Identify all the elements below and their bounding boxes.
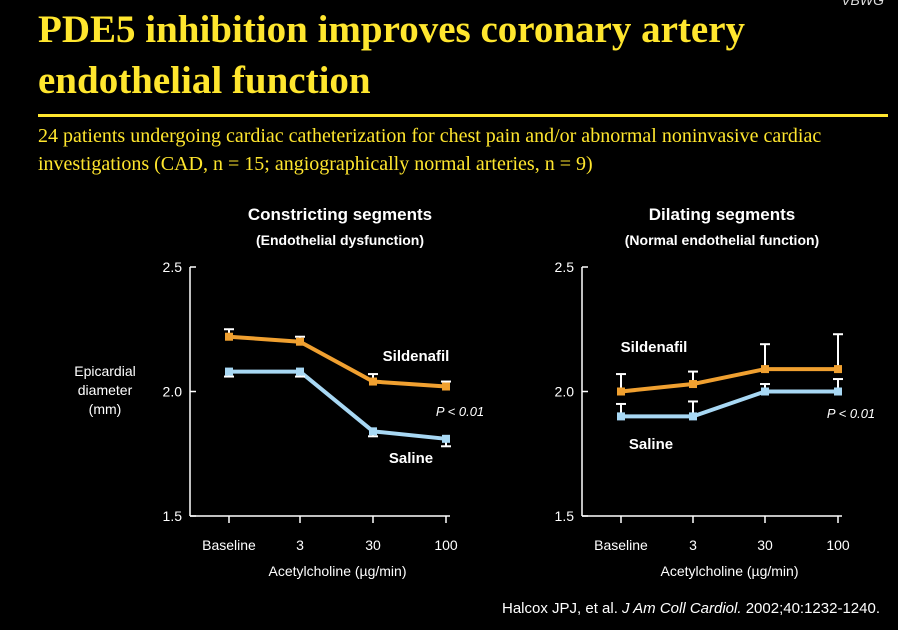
series-label: Saline <box>629 436 673 453</box>
x-tick-label: Baseline <box>594 537 648 553</box>
data-point <box>442 382 450 391</box>
title-divider <box>38 114 888 117</box>
chart-subtitle: (Normal endothelial function) <box>625 232 819 248</box>
chart-title: Constricting segments <box>248 205 432 224</box>
x-tick-label: 3 <box>296 537 304 553</box>
p-value-label: P < 0.01 <box>827 406 875 421</box>
data-point <box>296 367 304 376</box>
p-value-label: P < 0.01 <box>436 404 484 419</box>
series-sildenafil: Sildenafil <box>224 328 451 391</box>
y-tick-label: 2.0 <box>555 384 575 400</box>
data-point <box>617 412 625 421</box>
y-axis-label: Epicardial diameter (mm) <box>74 363 135 417</box>
series-label: Saline <box>389 450 433 467</box>
series-saline: Saline <box>224 367 451 467</box>
slide-subtitle: 24 patients undergoing cardiac catheteri… <box>38 125 822 175</box>
x-tick-label: 100 <box>434 537 458 553</box>
x-tick-label: Baseline <box>202 537 256 553</box>
x-tick-label: 30 <box>757 537 773 553</box>
x-tick-label: 100 <box>826 537 850 553</box>
series-sildenafil: Sildenafil <box>616 333 843 396</box>
data-point <box>369 427 377 436</box>
data-point <box>369 377 377 386</box>
series-label: Sildenafil <box>621 339 688 356</box>
data-point <box>761 365 769 374</box>
corner-logo-text: VBWG <box>841 0 884 8</box>
series-line-sildenafil <box>620 367 838 394</box>
data-point <box>689 412 697 421</box>
series-line-saline <box>229 369 447 441</box>
data-point <box>617 387 625 396</box>
data-point <box>834 387 842 396</box>
chart-subtitle: (Endothelial dysfunction) <box>256 232 424 248</box>
y-tick-label: 1.5 <box>555 508 575 524</box>
chart-dilating-segments: Dilating segments (Normal endothelial fun… <box>555 205 876 579</box>
citation-journal: J Am Coll Cardiol. <box>622 600 742 617</box>
data-point <box>442 434 450 443</box>
x-axis-label: Acetylcholine (µg/min) <box>660 563 798 579</box>
chart-title: Dilating segments <box>649 205 795 224</box>
series-line-sildenafil <box>228 334 447 389</box>
x-tick-label: 3 <box>689 537 697 553</box>
citation: Halcox JPJ, et al. J Am Coll Cardiol. 20… <box>502 600 880 617</box>
chart-constricting-segments: Constricting segments (Endothelial dysfun… <box>74 205 484 579</box>
y-tick-label: 2.0 <box>163 384 183 400</box>
data-point <box>296 337 304 346</box>
data-point <box>225 367 233 376</box>
data-point <box>689 380 697 389</box>
series-saline: Saline <box>616 378 843 453</box>
citation-authors: Halcox JPJ, et al. <box>502 600 623 617</box>
y-tick-label: 1.5 <box>163 508 183 524</box>
data-point <box>761 387 769 396</box>
series-line-saline <box>621 389 838 419</box>
x-axis-label: Acetylcholine (µg/min) <box>268 563 406 579</box>
data-point <box>225 332 233 341</box>
x-tick-label: 30 <box>365 537 381 553</box>
slide-title: PDE5 inhibition improves coronary artery… <box>38 8 746 102</box>
y-tick-label: 2.5 <box>555 259 575 275</box>
series-label: Sildenafil <box>383 348 450 365</box>
citation-details: 2002;40:1232-1240. <box>741 600 880 617</box>
y-tick-label: 2.5 <box>163 259 183 275</box>
data-point <box>834 365 842 374</box>
